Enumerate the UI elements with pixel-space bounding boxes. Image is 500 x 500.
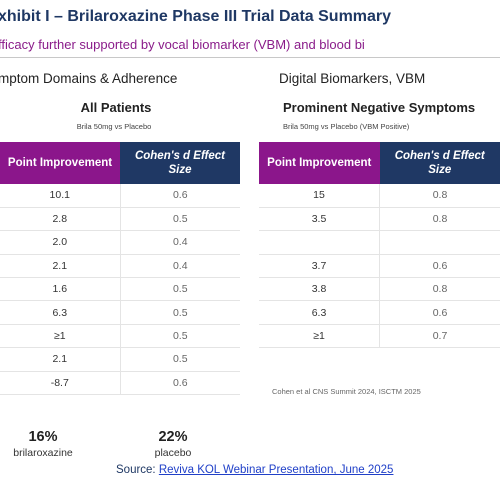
brilaroxazine-stat: 16% brilaroxazine [0,429,86,459]
table-row: 10.1 0.6 [0,184,240,208]
effect-size-cell: 0.5 [120,347,240,372]
placebo-stat: 22% placebo [134,429,212,459]
point-improvement-cell: ≥1 [259,324,380,349]
table-row: -8.7 0.6 [0,371,240,396]
effect-size-cell: 0.4 [120,254,240,279]
table-row: 3.7 0.6 [259,254,500,279]
effect-size-cell: 0.7 [379,324,500,349]
point-improvement-cell: 3.8 [259,277,380,302]
table-header-row: Point Improvement Cohen's d Effect Size [0,142,240,184]
stat-label: placebo [154,447,192,459]
right-group-title: Prominent Negative Symptoms [283,100,476,115]
point-improvement-cell: 1.6 [0,277,121,302]
right-group-subtitle: Brila 50mg vs Placebo (VBM Positive) [283,122,410,131]
point-improvement-cell: 15 [259,184,380,208]
table-row: ≥1 0.5 [0,324,240,349]
table-row: 2.8 0.5 [0,207,240,232]
table-row [259,230,500,255]
point-improvement-cell: 2.8 [0,207,121,232]
effect-size-cell: 0.5 [120,277,240,302]
point-improvement-header: Point Improvement [259,142,380,184]
table-row: 6.3 0.5 [0,300,240,325]
effect-size-cell: 0.6 [379,254,500,279]
effect-size-cell: 0.6 [379,300,500,325]
right-results-table: Point Improvement Cohen's d Effect Size … [259,142,500,349]
effect-size-cell: 0.6 [120,371,240,396]
point-improvement-cell: 6.3 [259,300,380,325]
left-results-table: Point Improvement Cohen's d Effect Size … [0,142,240,396]
exhibit-title: xhibit I – Brilaroxazine Phase III Trial… [0,8,392,25]
left-group-title: All Patients [80,100,152,115]
point-improvement-cell: 2.1 [0,254,121,279]
stat-value: 22% [158,429,188,445]
table-row: 15 0.8 [259,184,500,208]
table-row: 2.1 0.5 [0,347,240,372]
exhibit-subtitle: fficacy further supported by vocal bioma… [0,37,365,52]
effect-size-header: Cohen's d Effect Size [379,142,500,184]
vbm-citation: Cohen et al CNS Summit 2024, ISCTM 2025 [272,387,421,396]
table-row: 2.0 0.4 [0,230,240,255]
left-group-subtitle: Brila 50mg vs Placebo [76,122,152,131]
point-improvement-cell: -8.7 [0,371,121,396]
source-label: Source: [116,464,156,476]
table-row: 1.6 0.5 [0,277,240,302]
table-row: ≥1 0.7 [259,324,500,349]
stat-value: 16% [28,429,58,445]
point-improvement-cell: 3.5 [259,207,380,232]
effect-size-cell: 0.8 [379,277,500,302]
table-row: 6.3 0.6 [259,300,500,325]
point-improvement-cell: 3.7 [259,254,380,279]
effect-size-cell: 0.5 [120,324,240,349]
point-improvement-cell [259,230,380,255]
point-improvement-cell: 6.3 [0,300,121,325]
effect-size-cell: 0.5 [120,300,240,325]
table-row: 3.8 0.8 [259,277,500,302]
effect-size-cell [379,230,500,255]
header-divider [0,57,500,58]
source-link[interactable]: Reviva KOL Webinar Presentation, June 20… [158,464,394,476]
left-table-body: 10.1 0.6 2.8 0.5 2.0 0.4 2.1 0.4 1.6 0.5 6.3 0.5 ≥1 0… [0,184,240,396]
effect-size-cell: 0.8 [379,184,500,208]
point-improvement-cell: 10.1 [0,184,121,208]
effect-size-cell: 0.5 [120,207,240,232]
stat-label: brilaroxazine [13,447,73,459]
right-section-heading: Digital Biomarkers, VBM [279,71,426,86]
table-row: 3.5 0.8 [259,207,500,232]
left-section-heading: mptom Domains & Adherence [0,71,178,86]
point-improvement-cell: 2.0 [0,230,121,255]
effect-size-cell: 0.8 [379,207,500,232]
effect-size-cell: 0.4 [120,230,240,255]
source-line: Source: Reviva KOL Webinar Presentation,… [116,464,393,476]
right-table-body: 15 0.8 3.5 0.8 3.7 0.6 3.8 0.8 6.3 0.6 ≥1 0.7 [259,184,500,349]
table-row: 2.1 0.4 [0,254,240,279]
point-improvement-header: Point Improvement [0,142,120,184]
effect-size-cell: 0.6 [120,184,240,208]
effect-size-header: Cohen's d Effect Size [120,142,240,184]
point-improvement-cell: 2.1 [0,347,121,372]
point-improvement-cell: ≥1 [0,324,121,349]
table-header-row: Point Improvement Cohen's d Effect Size [259,142,500,184]
